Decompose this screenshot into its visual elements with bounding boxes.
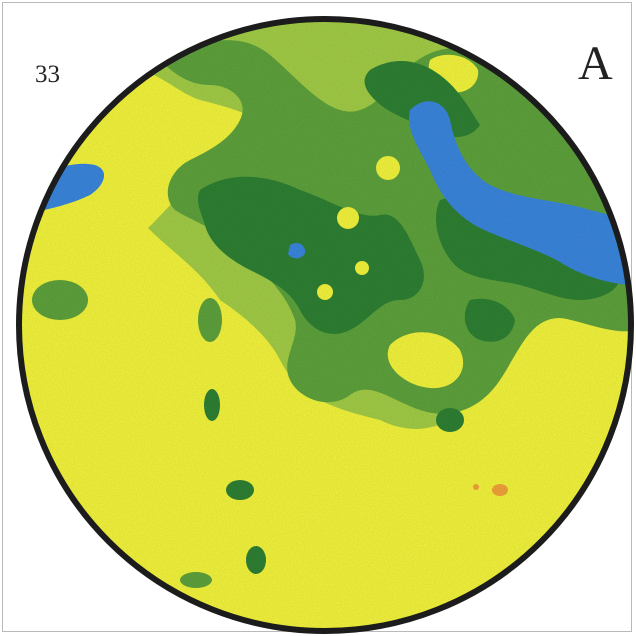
panel-number: 33 (35, 61, 60, 88)
panel-letter: A (578, 37, 613, 90)
map-outline (16, 16, 634, 634)
